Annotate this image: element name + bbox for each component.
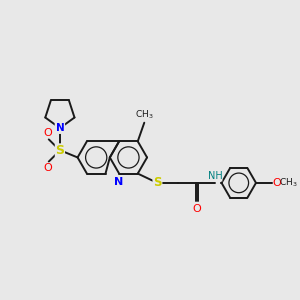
Text: S: S xyxy=(153,176,162,189)
Text: O: O xyxy=(44,163,52,172)
Text: O: O xyxy=(44,128,52,138)
Text: O: O xyxy=(273,178,281,188)
Text: N: N xyxy=(114,177,123,187)
Text: CH$_3$: CH$_3$ xyxy=(135,108,154,121)
Text: N: N xyxy=(56,123,64,133)
Text: CH$_3$: CH$_3$ xyxy=(279,177,297,189)
Text: NH: NH xyxy=(208,172,222,182)
Text: O: O xyxy=(192,204,201,214)
Text: S: S xyxy=(56,144,64,157)
